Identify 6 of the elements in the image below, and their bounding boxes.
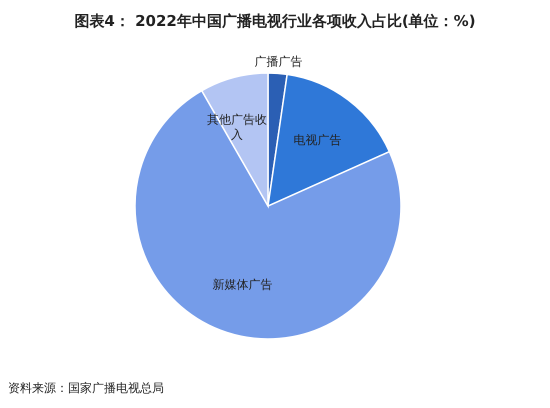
text: 资料来源：国家广播电视总局 xyxy=(8,381,164,395)
slice-label: 其他广告收入 xyxy=(206,112,267,142)
slice-label: 电视广告 xyxy=(294,133,342,148)
slice-label: 新媒体广告 xyxy=(212,277,273,292)
slice-label: 广播广告 xyxy=(254,54,302,68)
chart-title: 图表4： 2022年中国广播电视行业各项收入占比(单位：%) xyxy=(74,12,476,30)
